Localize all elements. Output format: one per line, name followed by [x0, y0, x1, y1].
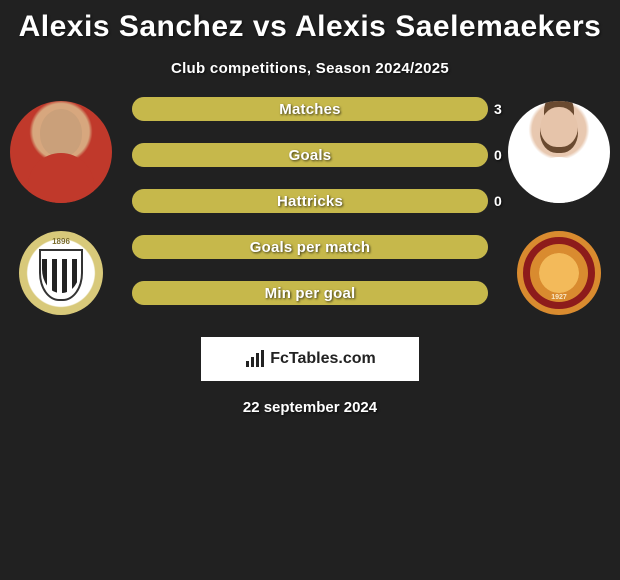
bar-value-right: 3 — [484, 101, 502, 117]
page-title: Alexis Sanchez vs Alexis Saelemaekers — [0, 10, 620, 44]
player1-club-crest: 1896 — [19, 231, 103, 315]
bar-label: Hattricks — [277, 193, 343, 210]
player2-club-crest: 1927 — [517, 231, 601, 315]
source-logo-text: FcTables.com — [270, 350, 376, 368]
comparison-row: 1896 Matches3Goals0Hattricks0Goals per m… — [0, 97, 620, 315]
stat-bar: Hattricks0 — [132, 189, 488, 213]
barchart-icon — [244, 349, 266, 369]
stat-bar: Goals0 — [132, 143, 488, 167]
player2-avatar — [508, 101, 610, 203]
club2-year: 1927 — [551, 294, 567, 301]
bar-label: Matches — [279, 101, 340, 118]
stat-bar: Matches3 — [132, 97, 488, 121]
stat-bar: Min per goal — [132, 281, 488, 305]
player1-column: 1896 — [6, 97, 116, 315]
subtitle: Club competitions, Season 2024/2025 — [0, 60, 620, 77]
date-label: 22 september 2024 — [0, 399, 620, 416]
source-logo: FcTables.com — [201, 337, 419, 381]
bar-label: Goals per match — [250, 239, 371, 256]
stat-bar: Goals per match — [132, 235, 488, 259]
bar-fill-right — [310, 143, 488, 167]
bar-value-right: 0 — [484, 147, 502, 163]
player1-avatar — [10, 101, 112, 203]
club1-year: 1896 — [52, 237, 70, 246]
bar-fill-left — [132, 143, 310, 167]
stats-bars: Matches3Goals0Hattricks0Goals per matchM… — [116, 97, 504, 305]
bar-value-right: 0 — [484, 193, 502, 209]
bar-label: Min per goal — [265, 285, 356, 302]
bar-label: Goals — [289, 147, 332, 164]
player2-column: 1927 — [504, 97, 614, 315]
